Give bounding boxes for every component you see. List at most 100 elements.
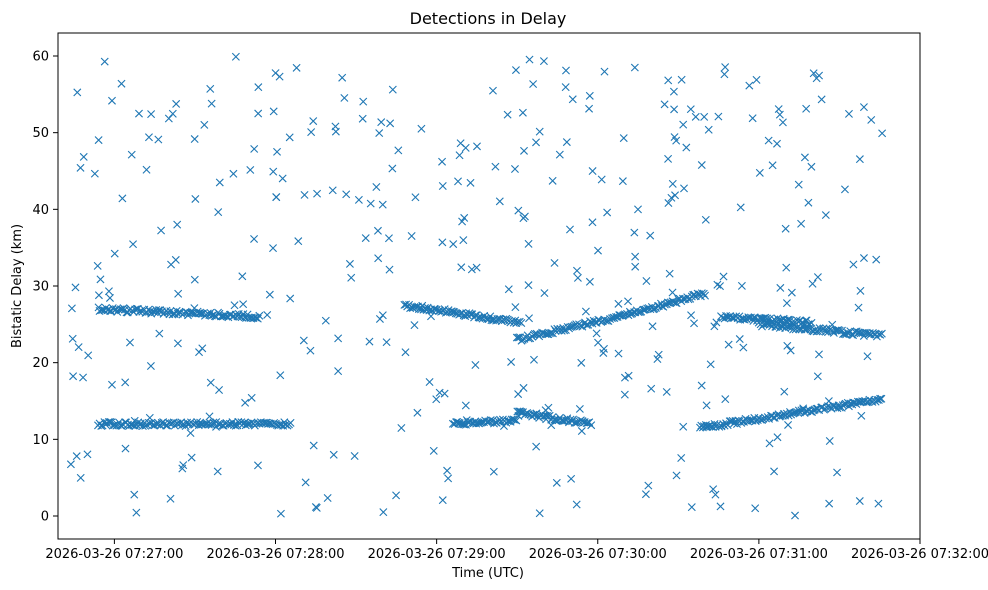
scatter-point <box>294 237 303 246</box>
scatter-point <box>704 421 713 430</box>
scatter-point <box>342 190 351 199</box>
scatter-point <box>620 373 629 382</box>
scatter-point <box>809 69 818 78</box>
scatter-point <box>358 114 367 123</box>
scatter-point <box>334 367 343 376</box>
scatter-point <box>525 314 534 323</box>
scatter-point <box>555 150 564 159</box>
scatter-point <box>784 420 793 429</box>
scatter-point <box>750 313 759 322</box>
scatter-point <box>518 108 527 117</box>
scatter-point <box>130 416 139 425</box>
scatter-point <box>471 360 480 369</box>
scatter-point <box>677 75 686 84</box>
scatter-point <box>562 138 571 147</box>
scatter-point <box>76 473 85 482</box>
scatter-point <box>164 114 173 123</box>
scatter-point <box>378 311 387 320</box>
scatter-point <box>365 337 374 346</box>
scatter-point <box>849 260 858 269</box>
scatter-point <box>425 378 434 387</box>
scatter-point <box>517 319 526 328</box>
scatter-point <box>755 168 764 177</box>
scatter-point <box>778 118 787 127</box>
scatter-point <box>773 433 782 442</box>
scatter-point <box>377 118 386 127</box>
scatter-point <box>374 254 383 263</box>
scatter-point <box>97 306 106 315</box>
scatter-point <box>142 165 151 174</box>
scatter-point <box>147 110 156 119</box>
scatter-point <box>572 500 581 509</box>
scatter-point <box>460 420 469 429</box>
scatter-point <box>662 387 671 396</box>
scatter-point <box>813 372 822 381</box>
scatter-point <box>489 467 498 476</box>
scatter-point <box>219 312 228 321</box>
scatter-point <box>525 55 534 64</box>
scatter-point <box>457 263 466 272</box>
scatter-point <box>737 281 746 290</box>
scatter-point <box>171 255 180 264</box>
scatter-point <box>144 133 153 142</box>
scatter-point <box>334 334 343 343</box>
scatter-point <box>466 178 475 187</box>
scatter-point <box>631 262 640 271</box>
scatter-point <box>511 303 520 312</box>
scatter-point <box>312 503 321 512</box>
x-tick-label: 2026-03-26 07:28:00 <box>206 547 344 562</box>
scatter-point <box>378 200 387 209</box>
scatter-point <box>100 57 109 66</box>
scatter-point <box>664 199 673 208</box>
scatter-point <box>254 83 263 92</box>
scatter-point <box>548 176 557 185</box>
scatter-point <box>867 115 876 124</box>
scatter-point <box>417 124 426 133</box>
scatter-point <box>146 362 155 370</box>
scatter-point <box>269 107 278 116</box>
scatter-point <box>510 164 519 173</box>
scatter-point <box>664 154 673 163</box>
scatter-point <box>524 281 533 290</box>
scatter-point <box>535 127 544 136</box>
scatter-point <box>206 378 215 387</box>
scatter-point <box>547 421 556 430</box>
scatter-point <box>447 307 456 316</box>
scatter-point <box>145 413 154 422</box>
scatter-point <box>472 263 481 272</box>
scatter-point <box>581 307 590 316</box>
scatter-point <box>155 329 164 338</box>
scatter-point <box>634 205 642 214</box>
x-tick-label: 2026-03-26 07:27:00 <box>45 547 183 562</box>
scatter-point <box>198 344 207 353</box>
scatter-point <box>247 393 256 402</box>
scatter-point <box>416 303 425 312</box>
scatter-point <box>106 418 115 426</box>
scatter-point <box>263 310 272 319</box>
scatter-point <box>566 323 575 332</box>
scatter-point <box>413 408 422 417</box>
scatter-point <box>229 169 238 178</box>
y-tick-label: 60 <box>32 50 49 65</box>
scatter-point <box>824 397 833 406</box>
scatter-point <box>79 152 88 161</box>
scatter-point <box>776 283 785 292</box>
scatter-point <box>677 454 686 463</box>
scatter-point <box>711 490 720 499</box>
scatter-point <box>83 450 92 459</box>
scatter-point <box>286 294 295 303</box>
scatter-point <box>719 272 728 281</box>
scatter-point <box>552 478 561 487</box>
scatter-point <box>799 404 808 413</box>
scatter-point <box>394 146 403 155</box>
scatter-point <box>782 263 791 272</box>
scatter-point <box>619 134 628 143</box>
scatter-point <box>215 386 224 394</box>
scatter-point <box>710 322 719 331</box>
scatter-point <box>495 197 504 206</box>
scatter-point <box>121 444 130 453</box>
scatter-point <box>672 136 681 145</box>
scatter-point <box>512 416 521 425</box>
scatter-point <box>568 95 577 104</box>
scatter-point <box>721 395 730 404</box>
